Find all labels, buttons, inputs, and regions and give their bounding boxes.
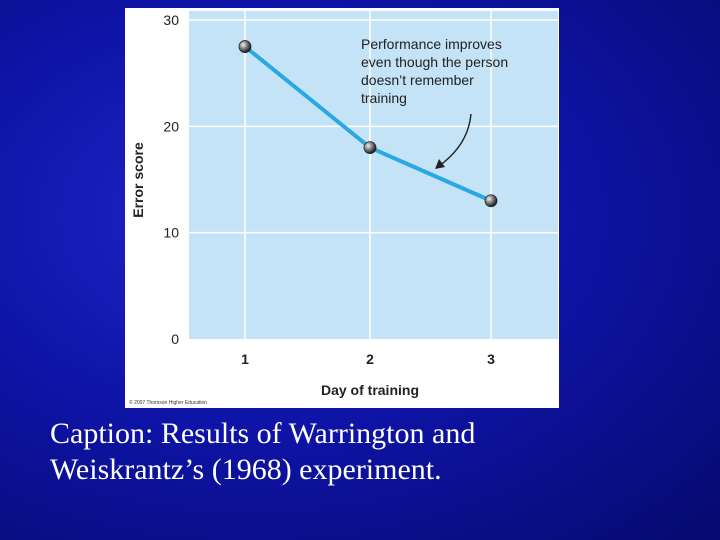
y-tick-label: 30 bbox=[163, 12, 179, 28]
data-point bbox=[484, 194, 498, 208]
data-point bbox=[363, 141, 377, 155]
annotation-arrowhead-icon bbox=[435, 159, 445, 169]
y-tick-label: 0 bbox=[171, 331, 179, 347]
slide-caption: Caption: Results of Warrington and Weisk… bbox=[50, 416, 690, 488]
annotation-line-4: training bbox=[361, 90, 407, 106]
data-point bbox=[238, 40, 252, 53]
copyright-credit: © 2007 Thomson Higher Education bbox=[129, 399, 207, 406]
plot-area bbox=[189, 11, 558, 339]
y-axis-label: Error score bbox=[130, 142, 146, 218]
annotation-line-1: Performance improves bbox=[361, 36, 502, 52]
x-axis-label: Day of training bbox=[321, 382, 419, 398]
x-tick-label: 1 bbox=[241, 351, 249, 367]
svg-text:Performance improves e: Performance improves even though the per… bbox=[361, 36, 512, 106]
annotation-arrow bbox=[438, 113, 472, 167]
y-tick-label: 10 bbox=[163, 225, 179, 241]
x-tick-label: 2 bbox=[366, 351, 374, 367]
annotation-line-3: doesn’t remember bbox=[361, 72, 474, 88]
x-tick-label: 3 bbox=[487, 351, 495, 367]
y-tick-label: 20 bbox=[163, 118, 179, 134]
annotation: Performance improves even though the per… bbox=[361, 36, 512, 169]
caption-line-2: Weiskrantz’s (1968) experiment. bbox=[50, 453, 442, 486]
caption-line-1: Caption: Results of Warrington and bbox=[50, 417, 476, 450]
annotation-line-2: even though the person bbox=[361, 54, 508, 70]
